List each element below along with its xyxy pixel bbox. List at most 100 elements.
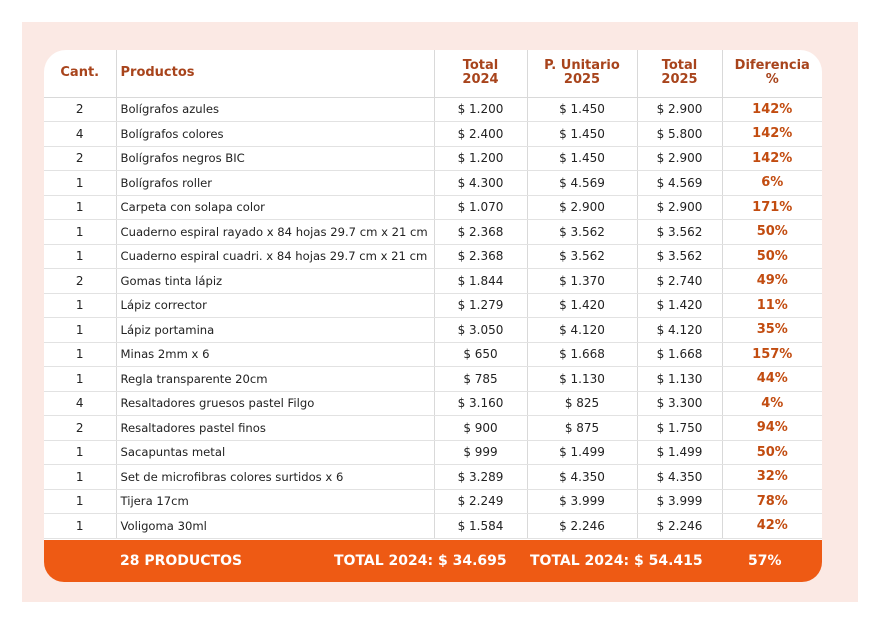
cell-unit-price-2025: $ 1.130 [526, 366, 637, 392]
cell-difference: 32% [721, 464, 822, 490]
cell-unit-price-2025: $ 2.900 [526, 195, 637, 220]
cell-product: Resaltadores gruesos pastel Filgo [115, 391, 434, 416]
table-row: 4 Resaltadores gruesos pastel Filgo $ 3.16… [44, 391, 822, 416]
cell-qty: 1 [44, 170, 116, 196]
cell-qty: 4 [44, 121, 116, 147]
cell-unit-price-2025: $ 3.999 [526, 489, 637, 514]
cell-product: Cuaderno espiral rayado x 84 hojas 29.7 … [115, 219, 434, 245]
header-total-2025: Total 2025 [636, 50, 722, 98]
cell-total-2024: $ 1.279 [433, 293, 527, 318]
table-row: 1 Regla transparente 20cm $ 785 $ 1.130 $ 1.… [44, 366, 822, 392]
table-row: 1 Lápiz corrector $ 1.279 $ 1.420 $ 1.420 11% [44, 293, 822, 318]
cell-unit-price-2025: $ 875 [526, 415, 637, 441]
cell-total-2025: $ 1.130 [636, 366, 722, 392]
table-row: 2 Bolígrafos azules $ 1.200 $ 1.450 $ 2.900 1… [44, 97, 822, 122]
cell-total-2025: $ 1.668 [636, 342, 722, 367]
header-unit-price-2025: P. Unitario 2025 [526, 50, 637, 98]
cell-total-2025: $ 3.562 [636, 219, 722, 245]
cell-qty: 1 [44, 293, 116, 318]
cell-total-2025: $ 2.900 [636, 97, 722, 122]
total-2024: TOTAL 2024: $ 34.695 [334, 553, 507, 569]
cell-difference: 157% [721, 342, 822, 367]
cell-difference: 11% [721, 293, 822, 318]
cell-total-2025: $ 2.900 [636, 195, 722, 220]
cell-qty: 1 [44, 489, 116, 514]
table-row: 2 Bolígrafos negros BIC $ 1.200 $ 1.450 $ 2.… [44, 146, 822, 171]
price-table: Cant. Productos Total 2024 P. Unitario 202… [44, 50, 822, 539]
cell-difference: 35% [721, 317, 822, 343]
cell-total-2025: $ 2.740 [636, 268, 722, 294]
cell-difference: 142% [721, 146, 822, 171]
cell-qty: 1 [44, 513, 116, 539]
header-qty: Cant. [44, 50, 116, 98]
table-row: 1 Set de microfibras colores surtidos x 6… [44, 464, 822, 490]
table-row: 2 Resaltadores pastel finos $ 900 $ 875 $ 1.… [44, 415, 822, 441]
cell-total-2024: $ 2.368 [433, 219, 527, 245]
cell-unit-price-2025: $ 4.350 [526, 464, 637, 490]
header-difference: Diferencia% [721, 50, 822, 98]
cell-total-2025: $ 1.499 [636, 440, 722, 465]
cell-difference: 94% [721, 415, 822, 441]
cell-difference: 49% [721, 268, 822, 294]
cell-unit-price-2025: $ 1.499 [526, 440, 637, 465]
product-count: 28 PRODUCTOS [120, 553, 243, 569]
cell-qty: 1 [44, 342, 116, 367]
cell-difference: 50% [721, 219, 822, 245]
table-row: 1 Lápiz portamina $ 3.050 $ 4.120 $ 4.120 35% [44, 317, 822, 343]
table-row: 1 Cuaderno espiral rayado x 84 hojas 29.7… [44, 219, 822, 245]
cell-total-2025: $ 5.800 [636, 121, 722, 147]
cell-total-2024: $ 2.249 [433, 489, 527, 514]
cell-qty: 1 [44, 464, 116, 490]
cell-total-2025: $ 2.246 [636, 513, 722, 539]
cell-difference: 4% [721, 391, 822, 416]
cell-total-2025: $ 4.350 [636, 464, 722, 490]
cell-total-2025: $ 3.300 [636, 391, 722, 416]
cell-qty: 2 [44, 97, 116, 122]
cell-total-2024: $ 2.368 [433, 244, 527, 269]
table-row: 1 Tijera 17cm $ 2.249 $ 3.999 $ 3.999 78% [44, 489, 822, 514]
cell-total-2025: $ 3.999 [636, 489, 722, 514]
cell-total-2024: $ 999 [433, 440, 527, 465]
cell-difference: 42% [721, 513, 822, 539]
table-row: 1 Minas 2mm x 6 $ 650 $ 1.668 $ 1.668 157% [44, 342, 822, 367]
cell-unit-price-2025: $ 1.668 [526, 342, 637, 367]
cell-product: Sacapuntas metal [115, 440, 434, 465]
cell-product: Minas 2mm x 6 [115, 342, 434, 367]
total-2025: TOTAL 2024: $ 54.415 [530, 553, 703, 569]
table-row: 1 Cuaderno espiral cuadri. x 84 hojas 29.… [44, 244, 822, 269]
cell-total-2025: $ 1.420 [636, 293, 722, 318]
cell-difference: 50% [721, 244, 822, 269]
cell-qty: 2 [44, 146, 116, 171]
cell-total-2025: $ 1.750 [636, 415, 722, 441]
cell-unit-price-2025: $ 1.450 [526, 121, 637, 147]
cell-total-2024: $ 1.070 [433, 195, 527, 220]
cell-total-2024: $ 4.300 [433, 170, 527, 196]
cell-total-2024: $ 650 [433, 342, 527, 367]
cell-unit-price-2025: $ 2.246 [526, 513, 637, 539]
cell-product: Lápiz corrector [115, 293, 434, 318]
cell-product: Cuaderno espiral cuadri. x 84 hojas 29.7… [115, 244, 434, 269]
price-table-card: Cant. Productos Total 2024 P. Unitario 202… [44, 50, 822, 582]
cell-qty: 1 [44, 317, 116, 343]
cell-total-2024: $ 900 [433, 415, 527, 441]
table-header-row: Cant. Productos Total 2024 P. Unitario 202… [44, 50, 822, 98]
cell-unit-price-2025: $ 1.450 [526, 97, 637, 122]
table-row: 1 Carpeta con solapa color $ 1.070 $ 2.900 $… [44, 195, 822, 220]
cell-total-2024: $ 1.844 [433, 268, 527, 294]
cell-product: Set de microfibras colores surtidos x 6 [115, 464, 434, 490]
cell-difference: 78% [721, 489, 822, 514]
header-total-2024: Total 2024 [433, 50, 527, 98]
cell-product: Bolígrafos azules [115, 97, 434, 122]
cell-product: Voligoma 30ml [115, 513, 434, 539]
cell-product: Regla transparente 20cm [115, 366, 434, 392]
table-row: 1 Voligoma 30ml $ 1.584 $ 2.246 $ 2.246 42% [44, 513, 822, 539]
cell-unit-price-2025: $ 4.120 [526, 317, 637, 343]
cell-total-2025: $ 4.120 [636, 317, 722, 343]
cell-product: Carpeta con solapa color [115, 195, 434, 220]
cell-difference: 142% [721, 97, 822, 122]
cell-qty: 1 [44, 219, 116, 245]
cell-product: Lápiz portamina [115, 317, 434, 343]
cell-unit-price-2025: $ 4.569 [526, 170, 637, 196]
cell-product: Gomas tinta lápiz [115, 268, 434, 294]
cell-unit-price-2025: $ 3.562 [526, 219, 637, 245]
